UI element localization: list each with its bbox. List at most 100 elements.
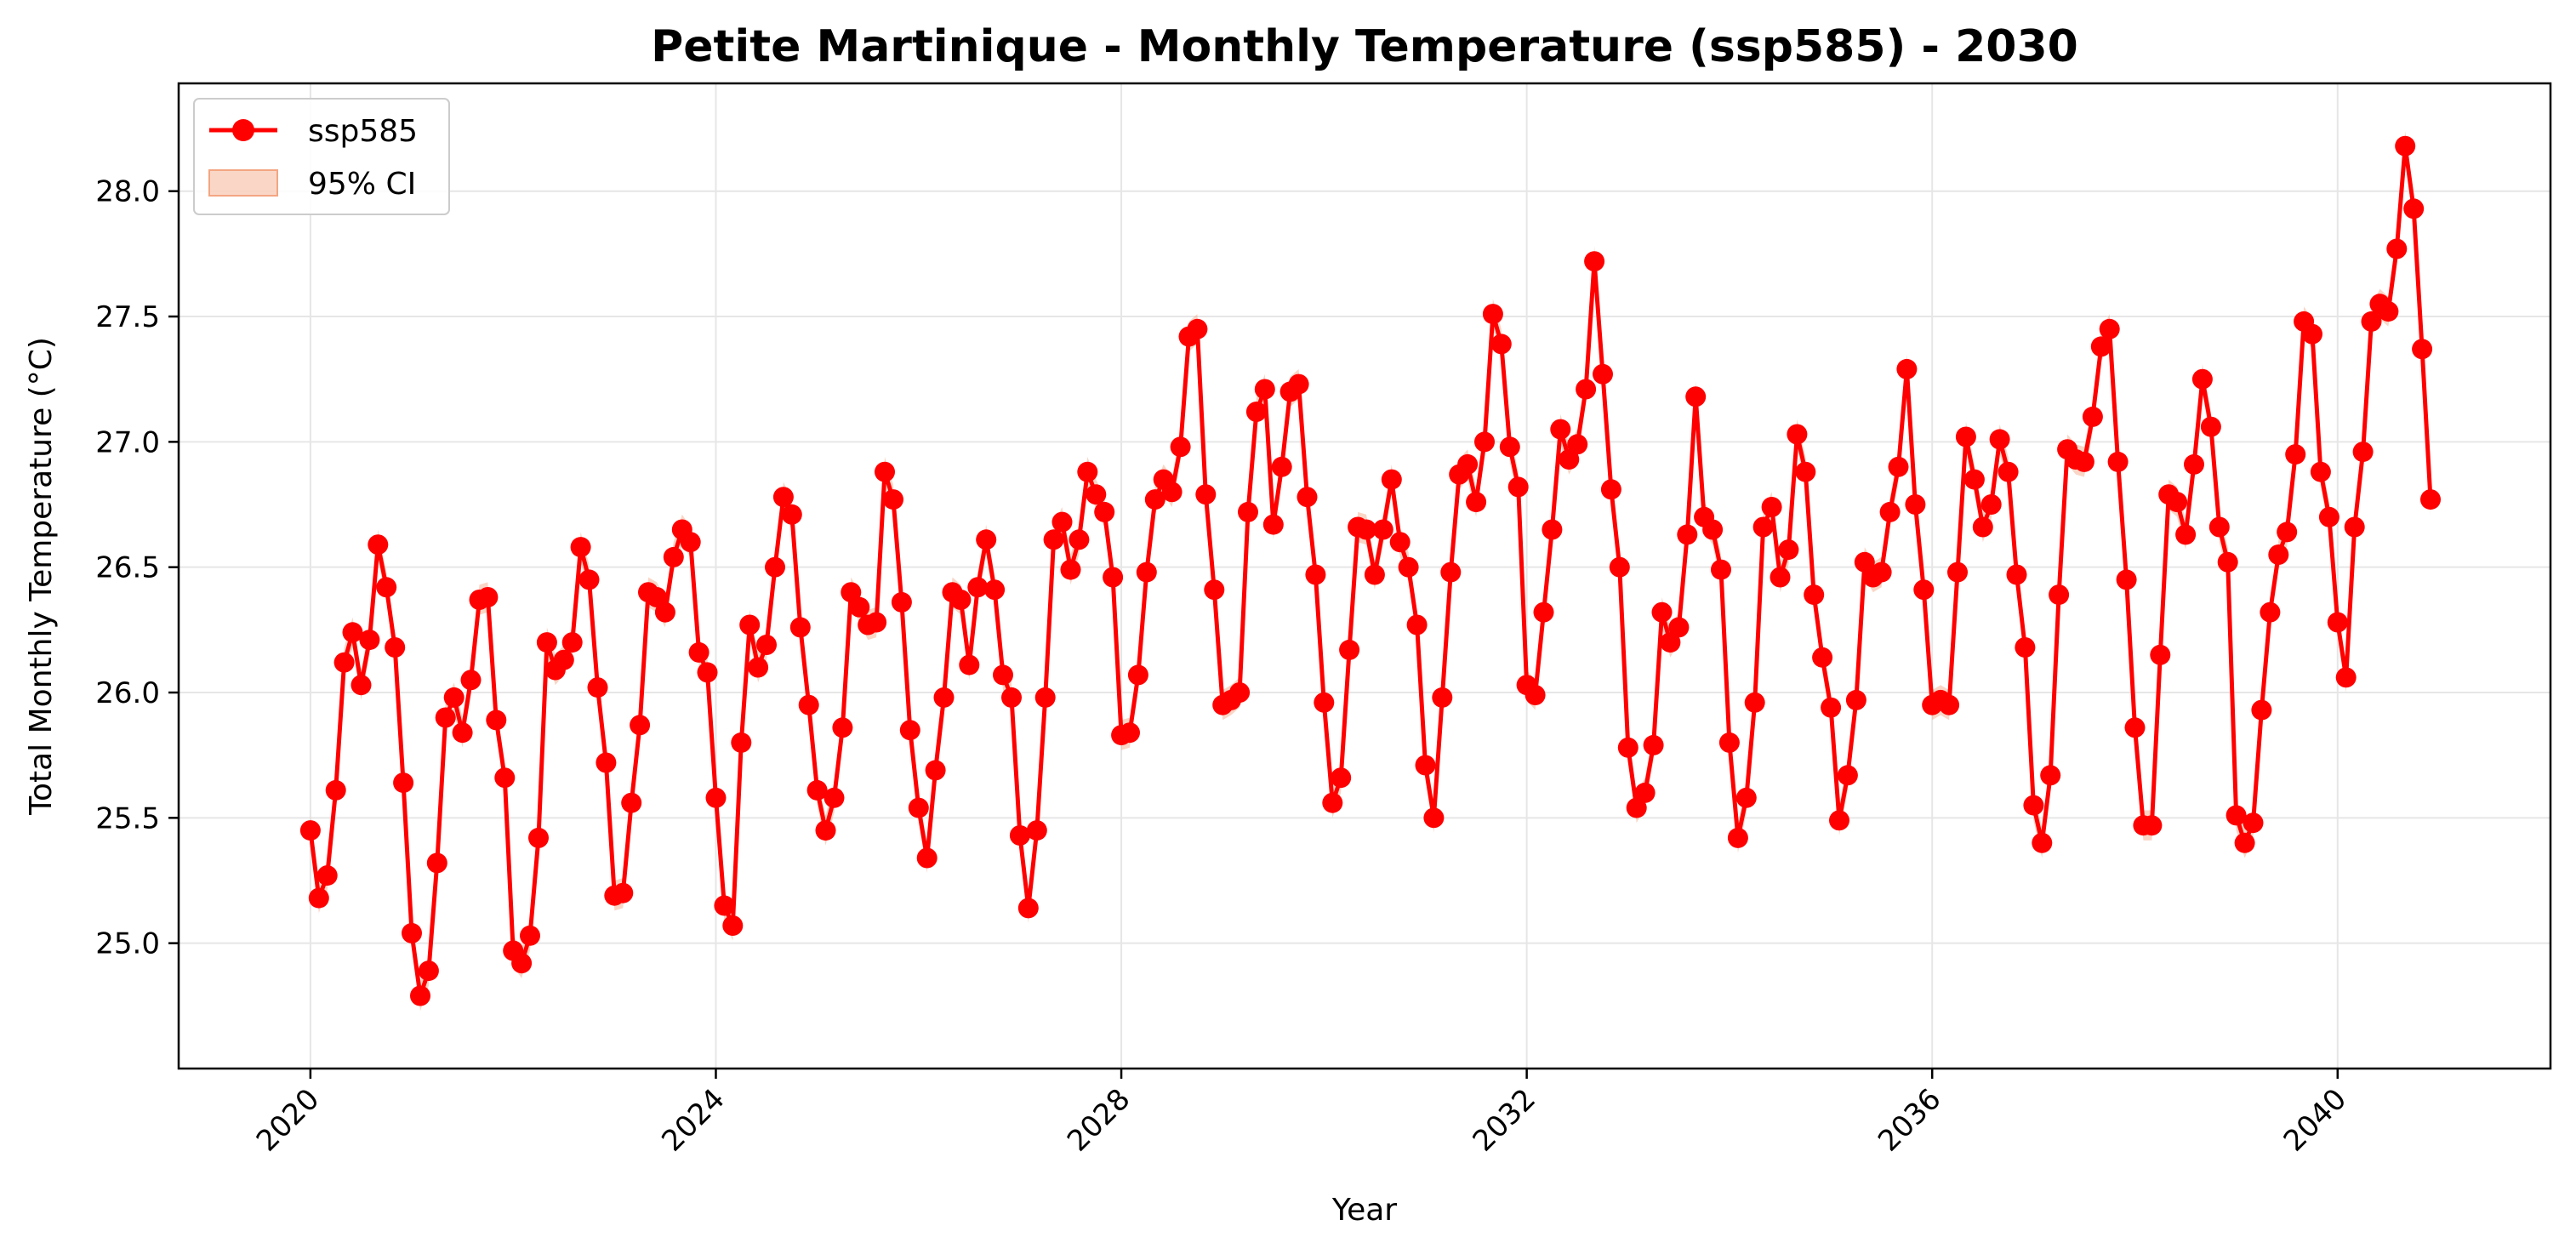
data-point bbox=[477, 587, 499, 607]
data-point bbox=[899, 720, 920, 741]
data-point bbox=[1474, 431, 1495, 453]
data-point bbox=[596, 752, 617, 773]
chart-title: Petite Martinique - Monthly Temperature … bbox=[651, 21, 2078, 72]
data-point bbox=[308, 887, 329, 909]
data-point bbox=[1440, 561, 1462, 583]
data-point bbox=[925, 760, 946, 781]
data-point bbox=[1356, 519, 1376, 540]
data-point bbox=[2412, 339, 2433, 360]
data-point bbox=[1389, 532, 1411, 553]
data-point bbox=[1017, 898, 1039, 919]
data-point bbox=[866, 612, 887, 633]
data-point bbox=[772, 487, 794, 508]
data-point bbox=[1009, 825, 1030, 846]
data-point bbox=[1668, 617, 1690, 638]
data-point bbox=[1643, 734, 1664, 755]
data-point bbox=[815, 820, 836, 841]
data-point bbox=[1980, 494, 2002, 515]
data-point bbox=[359, 630, 380, 651]
data-point bbox=[460, 670, 482, 691]
data-point bbox=[1677, 524, 1698, 545]
data-point bbox=[2175, 524, 2197, 545]
data-point bbox=[2200, 416, 2221, 437]
y-axis: 25.0 25.5 26.0 26.5 27.0 27.5 28.0 bbox=[95, 175, 179, 961]
data-point bbox=[1778, 539, 1799, 561]
data-point bbox=[553, 649, 574, 670]
data-point bbox=[1077, 461, 1098, 482]
data-point bbox=[1305, 564, 1326, 585]
data-point bbox=[1262, 514, 1284, 535]
data-point bbox=[1617, 737, 1638, 758]
data-point bbox=[1288, 373, 1309, 395]
data-points bbox=[299, 135, 2441, 1006]
data-point bbox=[1829, 810, 1849, 831]
data-point bbox=[2124, 717, 2146, 738]
data-point bbox=[528, 827, 549, 848]
data-point bbox=[486, 710, 507, 731]
data-point bbox=[561, 632, 583, 653]
data-point bbox=[2310, 461, 2331, 482]
data-point bbox=[654, 601, 675, 623]
data-point bbox=[410, 985, 430, 1006]
data-point bbox=[2327, 612, 2348, 633]
data-point bbox=[1837, 765, 1858, 786]
data-point bbox=[806, 779, 828, 801]
data-point bbox=[621, 792, 642, 813]
data-point bbox=[1533, 601, 1554, 623]
data-point bbox=[1879, 501, 1901, 522]
data-point bbox=[511, 953, 533, 974]
data-point bbox=[376, 577, 397, 598]
data-point bbox=[1702, 519, 1724, 540]
y-tick-label: 26.0 bbox=[95, 676, 160, 710]
data-point bbox=[1432, 687, 1453, 708]
data-point bbox=[316, 865, 338, 886]
data-point bbox=[1127, 664, 1148, 686]
data-point bbox=[1490, 333, 1512, 355]
data-point bbox=[452, 722, 473, 744]
data-point bbox=[1998, 461, 2019, 482]
data-point bbox=[1787, 424, 1808, 445]
data-point bbox=[1795, 461, 1816, 482]
data-point bbox=[1271, 456, 1292, 477]
data-point bbox=[1685, 386, 1707, 408]
data-point bbox=[849, 596, 870, 618]
data-point bbox=[333, 652, 355, 673]
data-point bbox=[841, 582, 862, 603]
data-point bbox=[798, 694, 819, 715]
data-point bbox=[1939, 694, 1960, 715]
data-point bbox=[1187, 318, 1208, 339]
data-point bbox=[1576, 379, 1597, 400]
data-point bbox=[1144, 489, 1165, 510]
y-axis-label: Total Monthly Temperature (°C) bbox=[24, 337, 59, 816]
data-point bbox=[350, 675, 372, 696]
data-point bbox=[680, 532, 701, 553]
data-point bbox=[1871, 561, 1892, 583]
data-point bbox=[2234, 832, 2255, 853]
data-point bbox=[2167, 492, 2188, 513]
data-point bbox=[418, 960, 439, 982]
data-point bbox=[1466, 492, 1487, 513]
y-tick-label: 28.0 bbox=[95, 175, 160, 209]
data-point bbox=[2277, 522, 2298, 543]
data-point bbox=[2073, 451, 2094, 472]
data-point bbox=[1744, 692, 1765, 713]
data-point bbox=[748, 657, 769, 678]
data-point bbox=[1955, 426, 1976, 447]
legend-label-ci: 95% CI bbox=[308, 167, 416, 202]
data-point bbox=[976, 529, 997, 550]
data-point bbox=[393, 772, 414, 794]
data-point bbox=[993, 664, 1013, 686]
data-point bbox=[1043, 529, 1064, 550]
data-point bbox=[1297, 487, 1318, 508]
data-point bbox=[916, 847, 938, 869]
data-point bbox=[1094, 501, 1115, 522]
data-point bbox=[536, 632, 557, 653]
data-point bbox=[2090, 336, 2112, 357]
data-point bbox=[1406, 614, 1428, 636]
data-point bbox=[2243, 812, 2264, 834]
data-point bbox=[2378, 301, 2399, 322]
data-point bbox=[2361, 311, 2382, 332]
data-point bbox=[984, 579, 1006, 601]
data-point bbox=[325, 779, 346, 801]
data-point bbox=[1660, 632, 1681, 653]
